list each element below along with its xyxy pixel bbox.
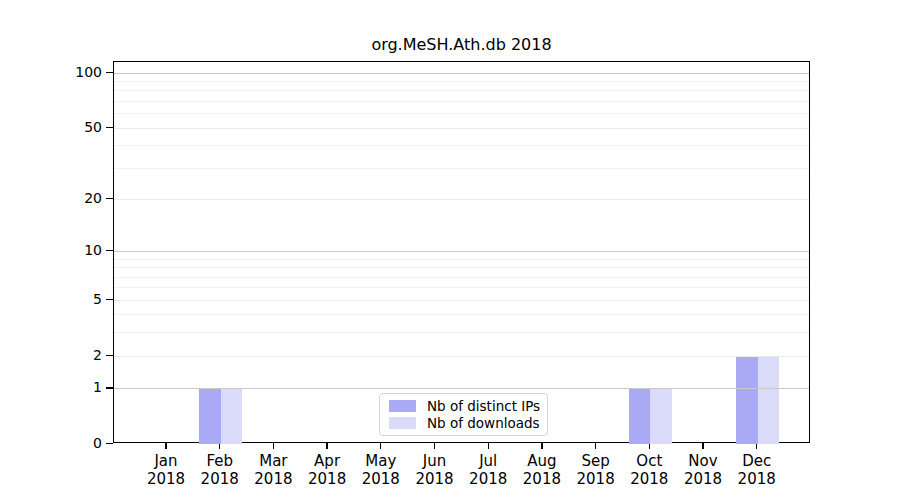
legend-label-distinct-ips: Nb of distinct IPs [427, 398, 540, 414]
h-gridline-3 [114, 332, 809, 333]
y-tick-label-100: 100 [12, 65, 102, 79]
h-gridline-2 [114, 356, 809, 357]
y-axis: 0125102050100 [0, 61, 113, 443]
y-tick-2 [106, 355, 113, 356]
h-gridline-20 [114, 199, 809, 200]
y-tick-5 [106, 299, 113, 300]
h-gridline-100 [114, 73, 809, 74]
legend-swatch-downloads [389, 417, 416, 429]
h-gridline-50 [114, 128, 809, 129]
bar-distinct-ips-dec [736, 356, 758, 444]
h-gridline-90 [114, 81, 809, 82]
legend-label-downloads: Nb of downloads [427, 415, 540, 431]
y-tick-50 [106, 127, 113, 128]
y-tick-1 [106, 387, 113, 388]
bar-downloads-dec [758, 356, 780, 444]
x-tick-jan [165, 443, 166, 449]
y-tick-label-50: 50 [12, 120, 102, 134]
x-tick-jun [434, 443, 435, 449]
x-tick-sep [595, 443, 596, 449]
h-gridline-4 [114, 314, 809, 315]
h-gridline-60 [114, 113, 809, 114]
h-gridline-80 [114, 90, 809, 91]
h-gridline-1 [114, 388, 809, 389]
x-tick-label-dec: Dec2018 [722, 452, 792, 488]
h-gridline-40 [114, 145, 809, 146]
x-tick-mar [273, 443, 274, 449]
chart-title: org.MeSH.Ath.db 2018 [113, 35, 810, 54]
y-tick-label-0: 0 [12, 436, 102, 450]
y-tick-label-1: 1 [12, 380, 102, 394]
x-tick-aug [541, 443, 542, 449]
bar-downloads-feb [221, 388, 243, 444]
legend-entry-distinct-ips: Nb of distinct IPs [389, 398, 538, 414]
bar-downloads-oct [650, 388, 672, 444]
y-tick-label-20: 20 [12, 191, 102, 205]
y-tick-0 [106, 443, 113, 444]
x-tick-apr [326, 443, 327, 449]
y-tick-label-5: 5 [12, 292, 102, 306]
chart-canvas: org.MeSH.Ath.db 2018 Nb of distinct IPs … [0, 0, 900, 500]
h-gridline-9 [114, 259, 809, 260]
y-tick-label-2: 2 [12, 348, 102, 362]
h-gridline-10 [114, 251, 809, 252]
h-gridline-30 [114, 168, 809, 169]
bar-distinct-ips-feb [199, 388, 221, 444]
x-tick-nov [702, 443, 703, 449]
y-tick-20 [106, 198, 113, 199]
plot-area: Nb of distinct IPs Nb of downloads [113, 61, 810, 443]
y-tick-label-10: 10 [12, 243, 102, 257]
legend-entry-downloads: Nb of downloads [389, 415, 538, 431]
x-tick-may [380, 443, 381, 449]
x-tick-jul [488, 443, 489, 449]
h-gridline-7 [114, 277, 809, 278]
h-gridline-8 [114, 267, 809, 268]
bar-distinct-ips-oct [629, 388, 651, 444]
h-gridline-6 [114, 287, 809, 288]
x-axis: Jan2018Feb2018Mar2018Apr2018May2018Jun20… [113, 443, 810, 500]
h-gridline-70 [114, 101, 809, 102]
y-tick-100 [106, 72, 113, 73]
legend: Nb of distinct IPs Nb of downloads [379, 393, 548, 436]
h-gridline-5 [114, 300, 809, 301]
y-tick-10 [106, 250, 113, 251]
legend-swatch-distinct-ips [389, 400, 416, 412]
